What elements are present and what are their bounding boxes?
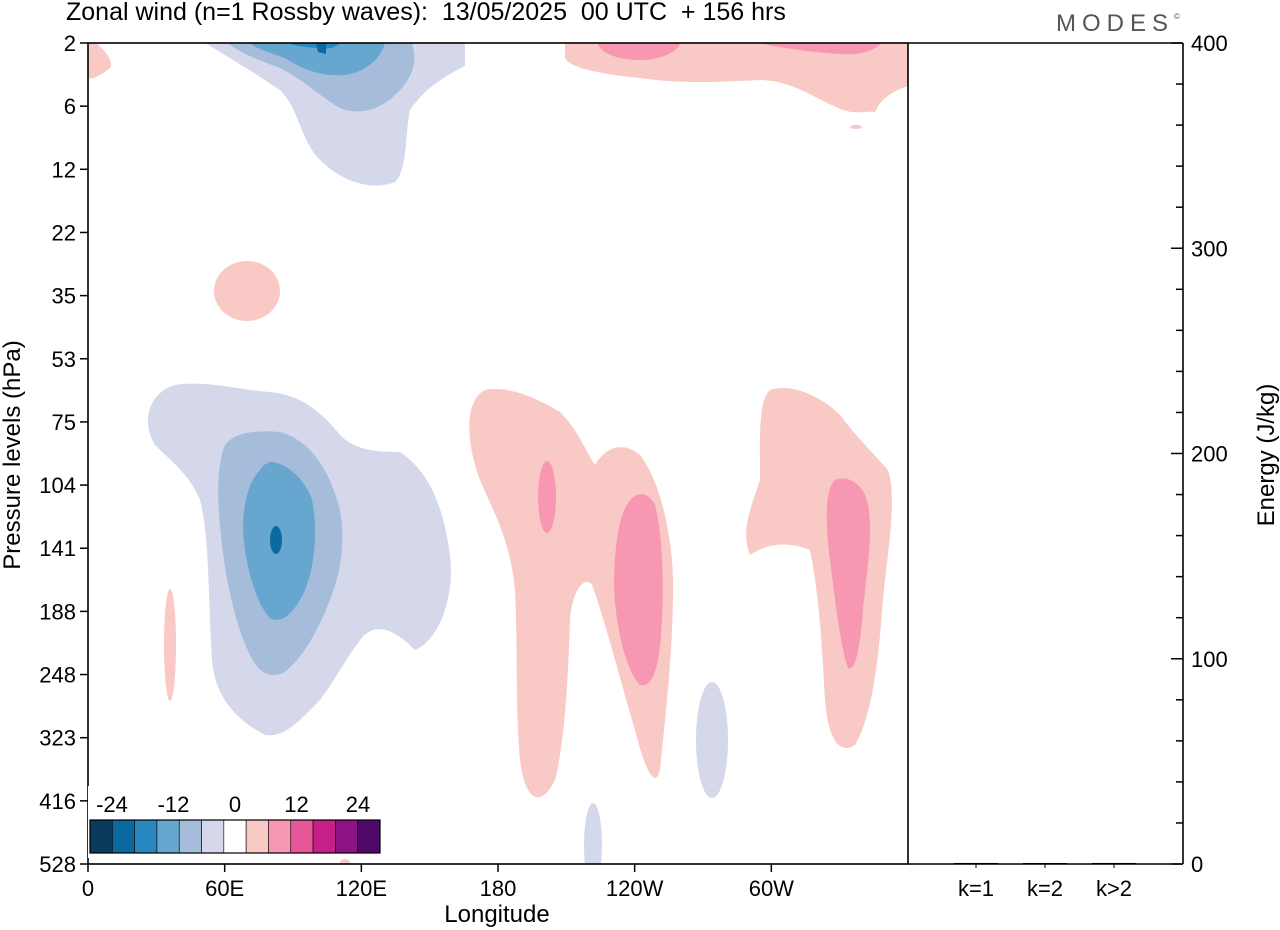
colorbar-label: 24: [346, 792, 370, 817]
brand-copyright-mark: ©: [1174, 12, 1180, 21]
x-tick-label: 120W: [606, 876, 664, 901]
colorbar-swatch: [134, 819, 158, 854]
contour-pos-dot-upper: [850, 125, 862, 129]
y-tick-label: 22: [52, 220, 76, 245]
y-tick-label: 53: [52, 347, 76, 372]
y-axis-label: Pressure levels (hPa): [0, 340, 26, 569]
colorbar-swatch: [156, 819, 180, 854]
contour-neg-upper-level4: [288, 43, 340, 49]
energy-tick-label: 0: [1191, 852, 1203, 877]
y-tick-label: 6: [64, 94, 76, 119]
contour-pos-upper-level2b: [760, 43, 882, 55]
colorbar-swatch: [89, 819, 113, 854]
contour-neg-main-core: [270, 526, 282, 554]
colorbar-swatch: [357, 819, 381, 854]
y-tick-label: 141: [39, 536, 76, 561]
contour-pos-right-level2: [826, 478, 871, 669]
contour-pos-35hpa: [214, 261, 280, 321]
energy-category-label: k=2: [1027, 876, 1063, 901]
colorbar-swatch: [112, 819, 135, 854]
colorbar-label: 0: [229, 792, 241, 817]
energy-axis-label: Energy (J/kg): [1253, 384, 1280, 527]
colorbar-swatch: [178, 819, 202, 854]
energy-category-label: k=1: [958, 876, 994, 901]
y-tick-label: 188: [39, 599, 76, 624]
contour-pos-topleft: [88, 43, 111, 79]
colorbar-swatch: [312, 819, 336, 854]
y-tick-label: 248: [39, 663, 76, 688]
energy-tick-label: 400: [1191, 31, 1228, 56]
energy-bars: k=1 k=2 k>2: [954, 862, 1136, 901]
contour-pos-bottom-dot: [340, 859, 350, 864]
contour-pos-central-level2a: [538, 461, 556, 533]
energy-axis: 0 100 200 300 400: [1171, 31, 1228, 877]
energy-bar: [1023, 863, 1067, 864]
colorbar-swatch: [201, 819, 225, 854]
x-tick-label: 120E: [336, 876, 387, 901]
y-tick-label: 35: [52, 284, 76, 309]
colorbar-swatch: [245, 819, 269, 854]
x-tick-label: 60W: [749, 876, 794, 901]
colorbar-label: -24: [96, 792, 128, 817]
energy-category-label: k>2: [1096, 876, 1132, 901]
contour-neg-upper-level5: [316, 43, 326, 54]
energy-bar: [1092, 862, 1136, 864]
contour-pos-right-level1: [746, 387, 892, 748]
energy-tick-label: 300: [1191, 236, 1228, 261]
brand-name: MODES: [1056, 10, 1175, 37]
pressure-axis: 2 6 12 22 35 53 75 104 141 188 248 323 416 528: [39, 31, 88, 877]
x-tick-label: 0: [82, 876, 94, 901]
x-axis-label: Longitude: [444, 901, 549, 928]
contour-neg-323hpa: [696, 682, 728, 798]
x-tick-label: 60E: [205, 876, 244, 901]
energy-tick-label: 100: [1191, 647, 1228, 672]
brand-logo: MODES©: [1056, 10, 1180, 38]
y-tick-label: 323: [39, 726, 76, 751]
chart-title: Zonal wind (n=1 Rossby waves): 13/05/202…: [66, 0, 786, 26]
contour-pos-central-level1: [469, 389, 674, 798]
y-tick-label: 416: [39, 789, 76, 814]
energy-tick-label: 200: [1191, 442, 1228, 467]
y-tick-label: 2: [64, 31, 76, 56]
colorbar-swatch: [335, 819, 358, 854]
contour-pos-central-level2b: [614, 494, 663, 686]
energy-bar: [954, 862, 998, 864]
longitude-axis: 0 60E 120E 180 120W 60W: [82, 864, 794, 901]
colorbar-label: 12: [284, 792, 308, 817]
colorbar-frame: [89, 819, 381, 854]
y-tick-label: 104: [39, 473, 76, 498]
y-tick-label: 12: [52, 157, 76, 182]
y-tick-label: 528: [39, 852, 76, 877]
colorbar-label: -12: [158, 792, 190, 817]
colorbar-swatch: [223, 819, 247, 854]
contour-neg-bottom: [584, 803, 602, 864]
contour-field: [88, 43, 908, 864]
colorbar: -24 -12 0 12 24: [88, 786, 383, 858]
contour-neg-upper-level3: [250, 43, 385, 76]
contour-pos-sliver: [164, 589, 176, 701]
contour-pos-upper-level1: [565, 43, 908, 113]
y-tick-label: 75: [52, 410, 76, 435]
x-tick-label: 180: [480, 876, 517, 901]
colorbar-swatch: [268, 819, 292, 854]
colorbar-swatch: [290, 819, 314, 854]
contour-pos-upper-level2: [598, 43, 680, 60]
